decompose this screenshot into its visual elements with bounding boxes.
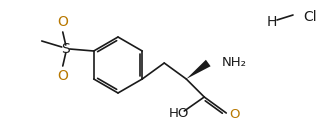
- Text: H: H: [267, 15, 277, 29]
- Text: Cl: Cl: [303, 10, 317, 24]
- Text: HO: HO: [169, 107, 189, 120]
- Text: NH₂: NH₂: [222, 56, 247, 70]
- Text: O: O: [57, 69, 68, 83]
- Polygon shape: [186, 60, 211, 79]
- Text: S: S: [61, 42, 70, 56]
- Text: O: O: [229, 108, 240, 121]
- Text: O: O: [57, 15, 68, 29]
